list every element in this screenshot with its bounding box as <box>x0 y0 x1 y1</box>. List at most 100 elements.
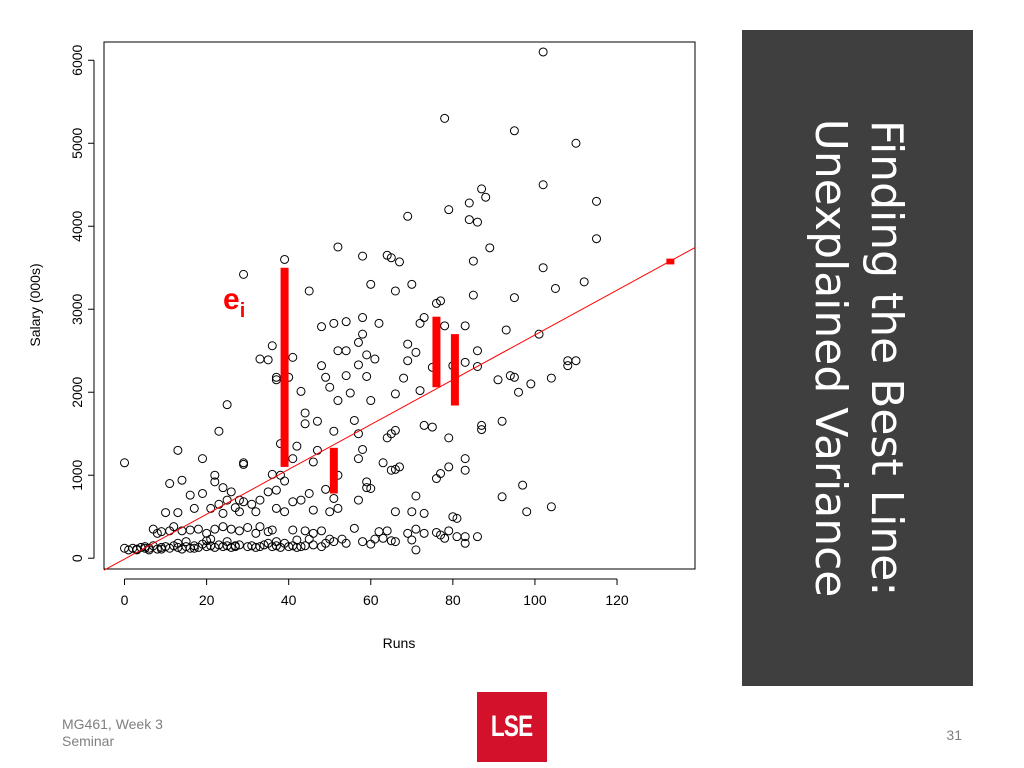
data-point <box>317 322 327 332</box>
data-point <box>378 458 388 468</box>
data-point <box>563 361 573 371</box>
data-point <box>481 192 491 202</box>
data-point <box>415 318 425 328</box>
data-point <box>333 396 343 406</box>
data-point <box>395 462 404 472</box>
residual-label-main: e <box>223 283 240 316</box>
data-point <box>181 537 191 547</box>
data-point <box>173 508 183 518</box>
data-point <box>341 371 351 381</box>
data-point <box>243 523 253 533</box>
data-point <box>251 507 261 517</box>
data-point <box>296 495 306 505</box>
data-point <box>210 477 220 487</box>
data-point <box>198 488 207 498</box>
data-point <box>592 234 601 244</box>
data-point <box>358 313 368 323</box>
data-point <box>362 477 372 487</box>
data-point <box>382 526 392 536</box>
data-point <box>571 356 581 366</box>
data-point <box>321 372 331 382</box>
slide-title-line-1: Finding the Best Line: <box>860 119 912 597</box>
data-point <box>444 433 454 443</box>
data-point <box>189 503 199 513</box>
data-point <box>501 325 511 335</box>
data-point <box>477 420 487 430</box>
data-point <box>407 279 417 289</box>
data-point <box>358 329 368 339</box>
data-point <box>505 371 515 381</box>
data-point <box>202 536 212 546</box>
data-point <box>222 400 232 410</box>
data-point <box>468 290 478 300</box>
data-point <box>329 426 339 436</box>
data-point <box>390 286 400 296</box>
data-point <box>271 372 281 382</box>
data-point <box>538 263 548 273</box>
data-point <box>296 386 306 396</box>
data-point <box>349 415 359 425</box>
y-tick-label: 5000 <box>69 127 85 158</box>
data-point <box>255 542 265 552</box>
data-point <box>464 198 474 208</box>
footer-session: Seminar <box>62 733 115 749</box>
data-point <box>460 357 470 367</box>
data-point <box>460 321 470 331</box>
data-point <box>534 329 544 339</box>
data-point <box>460 465 470 475</box>
data-point <box>206 534 216 544</box>
data-point <box>304 286 314 296</box>
data-point <box>366 539 376 549</box>
data-point <box>509 372 519 382</box>
data-point <box>472 346 482 356</box>
residual-bar <box>432 316 441 388</box>
data-point <box>280 254 290 264</box>
data-point <box>353 454 363 464</box>
data-point <box>579 277 589 287</box>
data-point <box>251 528 261 538</box>
data-point <box>444 526 454 536</box>
data-point <box>288 525 298 535</box>
data-point <box>300 408 310 418</box>
x-tick-label: 0 <box>121 592 129 608</box>
data-point <box>411 524 421 534</box>
data-point <box>538 47 548 57</box>
data-point <box>271 537 281 547</box>
y-axis: 0 1000 2000 3000 4000 5000 6000 <box>69 44 95 562</box>
data-point <box>140 543 150 553</box>
data-point <box>333 503 343 513</box>
data-point <box>317 526 327 536</box>
data-point <box>325 507 335 517</box>
residual-bar <box>450 334 459 406</box>
data-point <box>411 491 421 501</box>
data-point <box>210 470 220 480</box>
data-point <box>341 538 351 548</box>
residual-bars <box>280 258 675 494</box>
data-point <box>300 419 310 429</box>
data-point <box>120 458 130 468</box>
data-point <box>358 251 368 261</box>
data-point <box>271 503 281 513</box>
x-tick-label: 120 <box>605 592 629 608</box>
x-axis: 0 20 40 60 80 100 120 <box>121 578 629 608</box>
data-point <box>514 387 524 397</box>
data-point <box>189 543 199 553</box>
data-point <box>271 375 281 385</box>
data-point <box>419 420 429 430</box>
data-point <box>210 524 220 534</box>
data-point <box>497 492 507 502</box>
data-point <box>431 474 441 484</box>
data-point <box>374 318 384 328</box>
data-point <box>218 483 228 493</box>
data-point <box>390 537 400 547</box>
data-point <box>271 541 281 551</box>
data-point <box>308 505 318 515</box>
slide-title: Finding the Best Line: Unexplained Varia… <box>802 58 914 658</box>
data-point <box>234 540 244 550</box>
data-point <box>193 524 203 534</box>
data-point <box>419 528 429 538</box>
data-point <box>300 526 310 536</box>
regression-line <box>103 247 696 571</box>
data-points <box>120 47 601 555</box>
data-point <box>341 317 351 327</box>
